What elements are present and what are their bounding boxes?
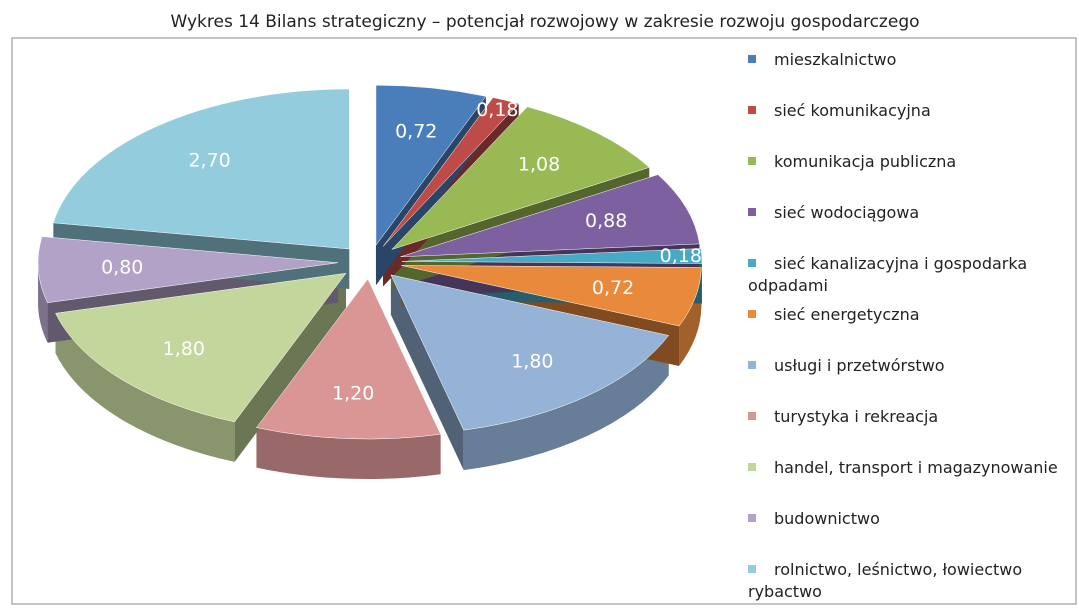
data-label: 1,80 bbox=[511, 350, 553, 372]
legend-marker bbox=[748, 208, 756, 216]
legend-item: sieć energetyczna bbox=[748, 304, 1070, 326]
legend-label: komunikacja publiczna bbox=[774, 152, 957, 171]
legend-marker bbox=[748, 106, 756, 114]
legend-item: rolnictwo, leśnictwo, łowiectwo rybactwo bbox=[748, 559, 1070, 603]
pie-slice bbox=[256, 278, 441, 440]
legend-marker bbox=[748, 55, 756, 63]
slice-side bbox=[38, 262, 48, 343]
legend-label: rolnictwo, leśnictwo, łowiectwo rybactwo bbox=[748, 560, 1023, 601]
legend-label: sieć wodociągowa bbox=[774, 203, 920, 222]
legend-marker bbox=[748, 412, 756, 420]
data-label: 0,80 bbox=[101, 256, 143, 278]
legend-item: turystyka i rekreacja bbox=[748, 406, 1070, 428]
legend-item: sieć kanalizacyjna i gospodarka odpadami bbox=[748, 253, 1070, 297]
legend-marker bbox=[748, 361, 756, 369]
pie-slice bbox=[37, 236, 339, 304]
legend-label: sieć energetyczna bbox=[774, 305, 920, 324]
slice-side bbox=[55, 313, 235, 462]
pie-slice bbox=[55, 272, 347, 423]
legend-item: budownictwo bbox=[748, 508, 1070, 530]
legend-marker bbox=[748, 565, 756, 573]
pie-slice bbox=[400, 174, 700, 258]
slice-side bbox=[234, 273, 346, 462]
legend-item: handel, transport i magazynowanie bbox=[748, 457, 1070, 479]
legend-label: handel, transport i magazynowanie bbox=[774, 458, 1058, 477]
pie-slice bbox=[53, 88, 350, 250]
data-label: 0,88 bbox=[585, 210, 627, 232]
legend-item: usługi i przetwórstwo bbox=[748, 355, 1070, 377]
data-label: 1,20 bbox=[332, 382, 374, 404]
legend-item: sieć komunikacyjna bbox=[748, 100, 1070, 122]
slice-side bbox=[679, 267, 702, 366]
data-label: 0,72 bbox=[395, 121, 437, 143]
pie-slice bbox=[391, 106, 650, 250]
chart-title: Wykres 14 Bilans strategiczny – potencja… bbox=[170, 12, 919, 32]
pie-slice bbox=[401, 248, 703, 264]
slice-side bbox=[256, 427, 441, 480]
data-label: 0,72 bbox=[592, 277, 634, 299]
legend-item: mieszkalnictwo bbox=[748, 49, 1070, 71]
legend-item: sieć wodociągowa bbox=[748, 202, 1070, 224]
legend-label: budownictwo bbox=[774, 509, 880, 528]
legend-marker bbox=[748, 310, 756, 318]
legend-label: sieć kanalizacyjna i gospodarka odpadami bbox=[748, 254, 1028, 295]
data-label: 0,18 bbox=[476, 99, 518, 121]
slice-side bbox=[390, 274, 464, 471]
pie-slice bbox=[375, 84, 487, 246]
data-label: 2,70 bbox=[188, 150, 230, 172]
legend-item: komunikacja publiczna bbox=[748, 151, 1070, 173]
legend-label: mieszkalnictwo bbox=[774, 50, 897, 69]
plot-frame bbox=[11, 37, 1077, 605]
pie-slice bbox=[390, 274, 670, 431]
legend-label: usługi i przetwórstwo bbox=[774, 356, 945, 375]
legend-marker bbox=[748, 463, 756, 471]
slice-side bbox=[463, 335, 669, 471]
pie-slice bbox=[401, 265, 702, 327]
data-label: 0,18 bbox=[660, 245, 702, 267]
legend-marker bbox=[748, 259, 756, 267]
pie-slice bbox=[382, 97, 520, 247]
data-label: 1,08 bbox=[518, 154, 560, 176]
legend-label: turystyka i rekreacja bbox=[774, 407, 939, 426]
legend-marker bbox=[748, 514, 756, 522]
legend-marker bbox=[748, 157, 756, 165]
slice-tops bbox=[37, 84, 703, 440]
legend-label: sieć komunikacyjna bbox=[774, 101, 931, 120]
data-label: 1,80 bbox=[163, 338, 205, 360]
